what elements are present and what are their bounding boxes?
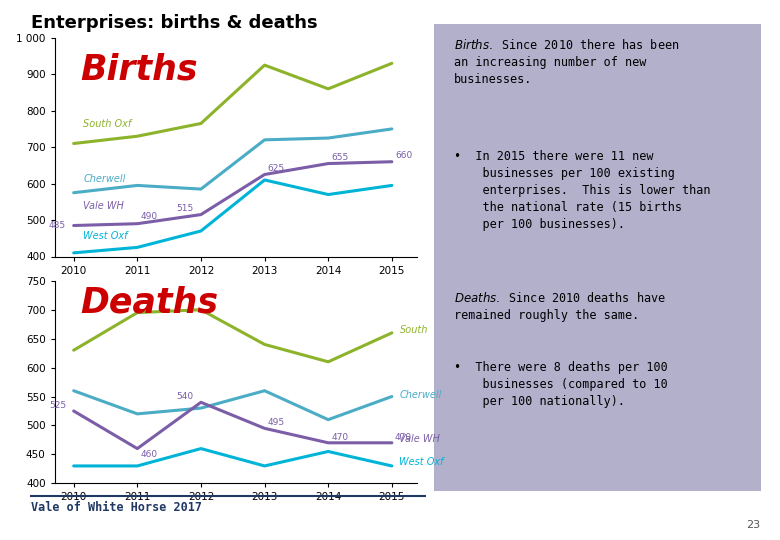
Text: Vale WH: Vale WH [83, 201, 124, 211]
Text: Deaths: Deaths [80, 286, 218, 320]
Text: Vale of White Horse 2017: Vale of White Horse 2017 [31, 501, 202, 514]
Text: Births: Births [80, 52, 197, 86]
Text: Cherwell: Cherwell [83, 174, 126, 184]
Text: West Oxf: West Oxf [399, 457, 444, 467]
Text: 460: 460 [140, 450, 158, 458]
Text: 660: 660 [395, 151, 413, 160]
Text: Vale WH: Vale WH [399, 434, 441, 444]
Text: 490: 490 [140, 212, 158, 221]
Text: South: South [399, 325, 428, 335]
Text: •  In 2015 there were 11 new
    businesses per 100 existing
    enterprises.  T: • In 2015 there were 11 new businesses p… [454, 151, 711, 232]
Text: 625: 625 [268, 164, 285, 173]
Text: 470: 470 [332, 433, 349, 442]
Text: 540: 540 [176, 393, 193, 401]
Text: Cherwell: Cherwell [399, 390, 441, 400]
Text: 515: 515 [176, 204, 193, 213]
Text: 23: 23 [746, 520, 760, 530]
Text: 525: 525 [49, 401, 66, 410]
Text: •  There were 8 deaths per 100
    businesses (compared to 10
    per 100 nation: • There were 8 deaths per 100 businesses… [454, 361, 668, 408]
Text: South Oxf: South Oxf [83, 119, 132, 129]
Text: West Oxf: West Oxf [83, 231, 128, 241]
Text: $\it{Deaths.}$ Since 2010 deaths have
remained roughly the same.: $\it{Deaths.}$ Since 2010 deaths have re… [454, 291, 666, 321]
Text: 655: 655 [332, 153, 349, 162]
Text: 495: 495 [268, 418, 285, 428]
Text: 470: 470 [395, 433, 412, 442]
Text: Enterprises: births & deaths: Enterprises: births & deaths [31, 14, 317, 31]
Text: $\it{Births.}$ Since 2010 there has been
an increasing number of new
businesses.: $\it{Births.}$ Since 2010 there has been… [454, 38, 679, 86]
Text: 485: 485 [49, 221, 66, 231]
